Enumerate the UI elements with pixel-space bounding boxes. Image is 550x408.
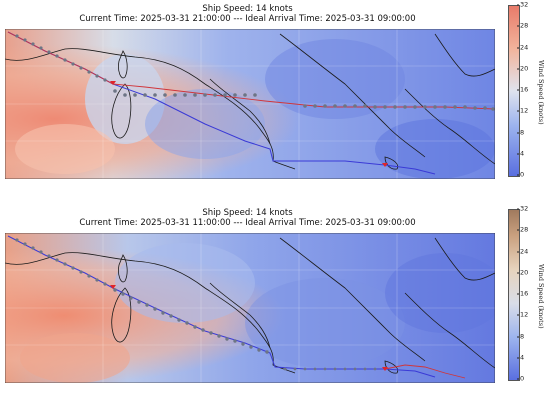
colorbar-tick: 16 [516, 289, 529, 298]
colorbar-tick: 16 [516, 85, 529, 94]
colorbar-label: Wind Speed (knots) [537, 60, 545, 125]
colorbar-tick: 0 [516, 374, 525, 383]
track-points [15, 238, 377, 371]
track-points [15, 34, 495, 111]
colorbar-ticks-top: 0 4 8 12 16 20 24 28 32 [516, 0, 538, 178]
origin-marker [110, 81, 116, 85]
colorbar-tick: 8 [516, 332, 525, 341]
colorbar-tick: 12 [516, 106, 529, 115]
colorbar-tick: 8 [516, 128, 525, 137]
colorbar-tick: 20 [516, 268, 529, 277]
wind-map-bottom[interactable] [5, 233, 495, 383]
colorbar-tick: 28 [516, 225, 529, 234]
colorbar-tick: 24 [516, 247, 529, 256]
colorbar-tick: 32 [516, 0, 529, 9]
panel-title-times: Current Time: 2025-03-31 21:00:00 --- Id… [79, 14, 416, 24]
panel-title-times: Current Time: 2025-03-31 11:00:00 --- Id… [79, 218, 416, 228]
colorbar-tick: 0 [516, 170, 525, 179]
map-panel-bottom: Ship Speed: 14 knots Current Time: 2025-… [0, 204, 550, 408]
coastline [5, 237, 495, 374]
panel-title-speed: Ship Speed: 14 knots [202, 4, 293, 14]
colorbar-tick: 28 [516, 21, 529, 30]
colorbar-tick: 4 [516, 149, 525, 158]
colorbar-top [508, 5, 520, 177]
map-panel-top: Ship Speed: 14 knots Current Time: 2025-… [5, 0, 545, 179]
colorbar-bottom [508, 209, 520, 381]
origin-marker [110, 285, 116, 289]
ship-marker [382, 367, 388, 371]
colorbar-tick: 32 [516, 204, 529, 213]
colorbar-tick: 12 [516, 310, 529, 319]
wind-map-top[interactable] [5, 29, 495, 179]
colorbar-tick: 24 [516, 43, 529, 52]
colorbar-label: Wind Speed (knots) [537, 264, 545, 329]
colorbar-tick: 20 [516, 64, 529, 73]
ship-marker [382, 163, 388, 167]
panel-title-speed: Ship Speed: 14 knots [202, 208, 293, 218]
colorbar-ticks-bottom: 0 4 8 12 16 20 24 28 32 [516, 204, 538, 382]
colorbar-tick: 4 [516, 353, 525, 362]
